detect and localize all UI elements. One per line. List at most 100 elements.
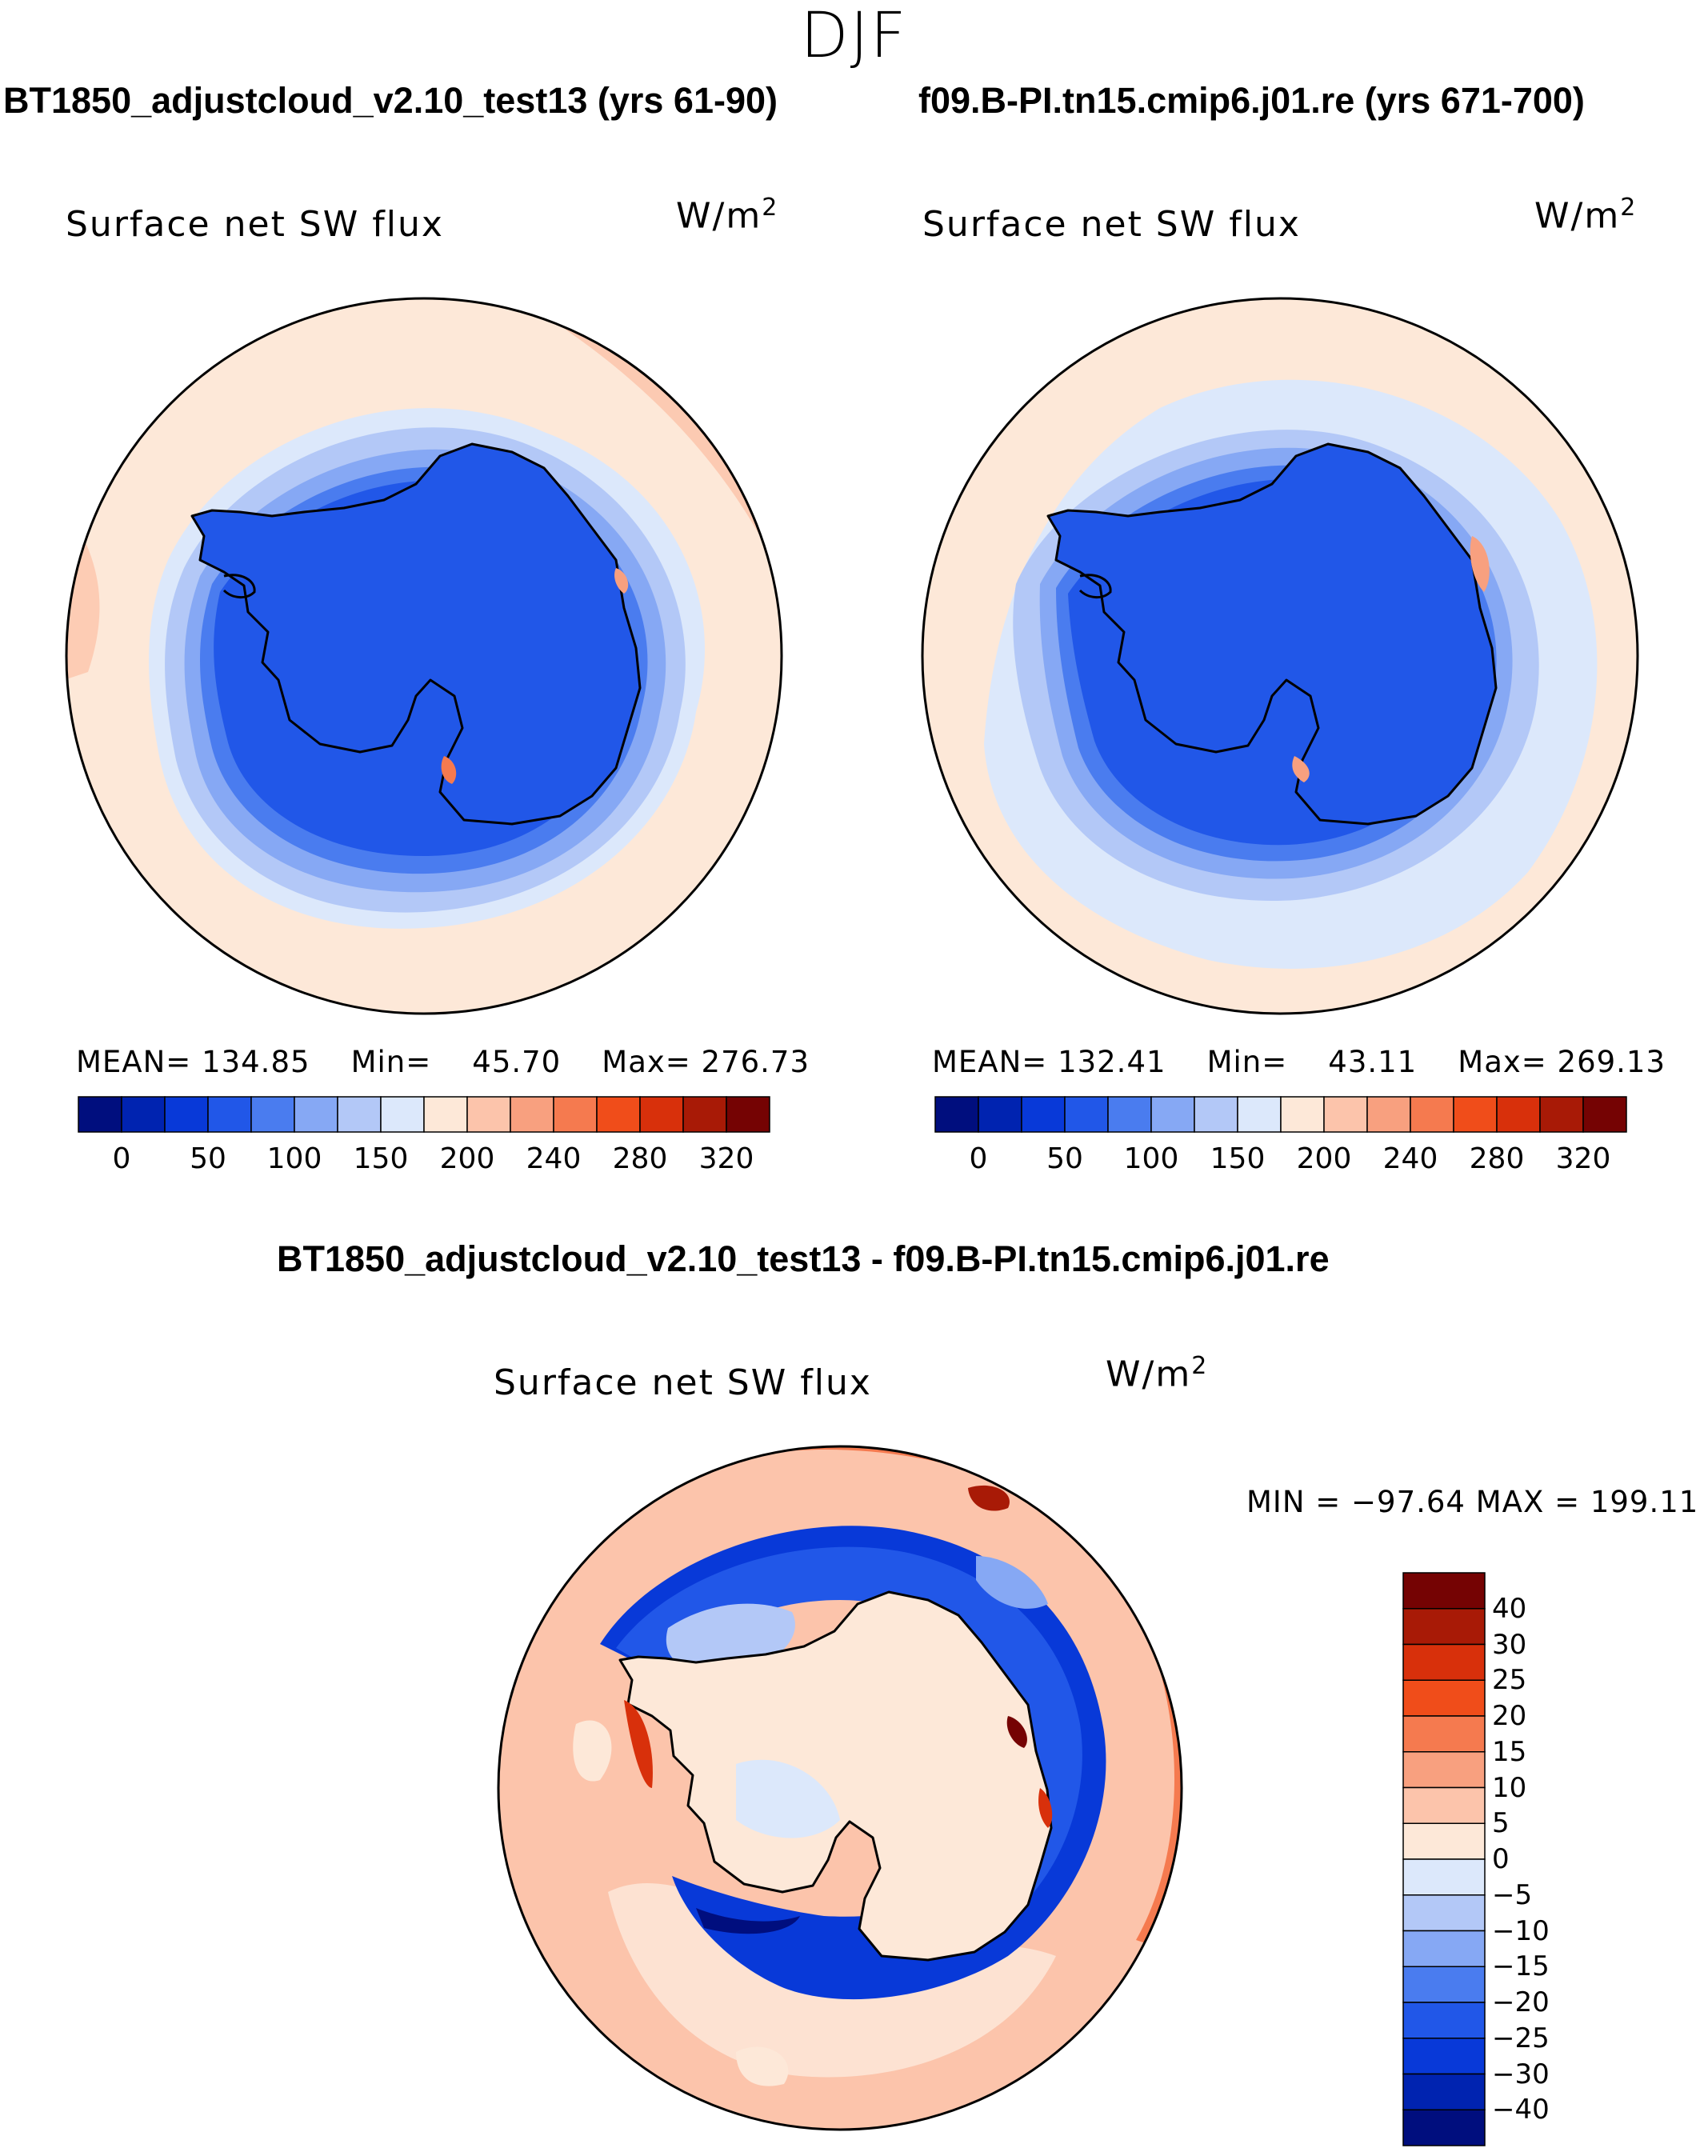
- colorbar-swatch: [423, 1096, 468, 1133]
- colorbar-tick-label: 0: [1492, 1843, 1510, 1875]
- colorbar-swatch: [1237, 1096, 1282, 1133]
- coastal-red-streak-east: [1038, 1788, 1053, 1828]
- colorbar-swatch: [553, 1096, 598, 1133]
- colorbar-swatch: [726, 1096, 770, 1133]
- diff-colorbar-ticks: 40 30 25 20 15 10 5 0 −5 −10 −15 −20 −25 −30 −40: [1492, 1572, 1652, 2146]
- interior-negative-patch: [736, 1759, 840, 1838]
- coastal-dark-spot: [1006, 1716, 1027, 1748]
- colorbar-swatch: [596, 1096, 641, 1133]
- light-blue-patch-2: [976, 1556, 1048, 1609]
- panel2-variable-label: Surface net SW flux: [922, 204, 1301, 245]
- colorbar-swatch: [1107, 1096, 1152, 1133]
- colorbar-swatch: [1402, 1751, 1486, 1789]
- colorbar-tick-label: −25: [1492, 2022, 1550, 2054]
- colorbar-swatch: [1402, 1643, 1486, 1681]
- colorbar-swatch: [1402, 2038, 1486, 2075]
- colorbar-tick-label: 150: [1210, 1142, 1266, 1175]
- colorbar-tick-label: 20: [1492, 1700, 1527, 1732]
- coast-hot-spot: [614, 568, 629, 594]
- colorbar-swatch: [1402, 1572, 1486, 1610]
- colorbar-tick-label: 0: [112, 1142, 131, 1175]
- colorbar-tick-label: −5: [1492, 1878, 1533, 1911]
- colorbar-swatch: [380, 1096, 425, 1133]
- coastal-red-streak-west: [624, 1700, 653, 1788]
- colorbar-swatch: [1453, 1096, 1498, 1133]
- colorbar-swatch: [1402, 1786, 1486, 1824]
- colorbar-swatch: [934, 1096, 979, 1133]
- ice-shelf-outline: [1078, 574, 1112, 598]
- colorbar-tick-label: 280: [1469, 1142, 1525, 1175]
- colorbar-tick-label: 50: [1046, 1142, 1083, 1175]
- colorbar-swatch: [510, 1096, 554, 1133]
- colorbar-tick-label: 25: [1492, 1664, 1527, 1697]
- diff-variable-label: Surface net SW flux: [494, 1362, 872, 1403]
- peninsula-hot-spot: [1292, 756, 1310, 782]
- colorbar-swatch: [1402, 1715, 1486, 1753]
- antarctica-coastline: [190, 442, 642, 826]
- antarctica-coastline: [618, 1590, 1053, 1962]
- colorbar-swatch: [78, 1096, 122, 1133]
- colorbar-swatch: [978, 1096, 1022, 1133]
- colorbar-swatch: [294, 1096, 338, 1133]
- antarctica-coastline: [1046, 442, 1498, 826]
- coastal-blue-edge: [696, 1908, 800, 1934]
- diff-units: W/m2: [1106, 1352, 1209, 1395]
- colorbar-swatch: [466, 1096, 511, 1133]
- colorbar-swatch: [1150, 1096, 1195, 1133]
- colorbar-swatch: [1194, 1096, 1238, 1133]
- panel1-variable-label: Surface net SW flux: [66, 204, 444, 245]
- colorbar-tick-label: 200: [439, 1142, 495, 1175]
- diff-colorbar: [1402, 1572, 1486, 2146]
- case2-title: f09.B-PI.tn15.cmip6.j01.re (yrs 671-700): [918, 80, 1585, 121]
- case1-title: BT1850_adjustcloud_v2.10_test13 (yrs 61-…: [3, 80, 778, 121]
- colorbar-swatch: [1064, 1096, 1109, 1133]
- colorbar-tick-label: 0: [969, 1142, 988, 1175]
- colorbar-swatch: [639, 1096, 684, 1133]
- colorbar-swatch: [207, 1096, 252, 1133]
- colorbar-swatch: [1021, 1096, 1066, 1133]
- colorbar-tick-label: 200: [1296, 1142, 1352, 1175]
- panel1-stats: MEAN= 134.85 Min= 45.70 Max= 276.73: [76, 1045, 810, 1079]
- peninsula-hot-spot: [441, 756, 457, 784]
- colorbar-swatch: [1323, 1096, 1368, 1133]
- diff-min-max: MIN = −97.64 MAX = 199.11: [1246, 1485, 1699, 1519]
- colorbar-tick-label: 5: [1492, 1807, 1510, 1840]
- colorbar-tick-label: 40: [1492, 1592, 1527, 1625]
- colorbar-tick-label: −20: [1492, 1986, 1550, 2018]
- colorbar-swatch: [1402, 2002, 1486, 2039]
- colorbar-swatch: [682, 1096, 727, 1133]
- colorbar-tick-label: 50: [190, 1142, 226, 1175]
- colorbar-tick-label: 280: [612, 1142, 668, 1175]
- colorbar-tick-label: 100: [1123, 1142, 1179, 1175]
- panel2-map: [921, 297, 1639, 1015]
- colorbar-tick-label: 320: [698, 1142, 754, 1175]
- colorbar-tick-label: 100: [266, 1142, 322, 1175]
- colorbar-swatch: [1402, 1822, 1486, 1860]
- colorbar-swatch: [1280, 1096, 1325, 1133]
- colorbar-tick-label: 320: [1555, 1142, 1611, 1175]
- colorbar-swatch: [1496, 1096, 1541, 1133]
- colorbar-swatch: [337, 1096, 382, 1133]
- colorbar-swatch: [1539, 1096, 1584, 1133]
- colorbar-tick-label: −30: [1492, 2058, 1550, 2090]
- colorbar-swatch: [1402, 1894, 1486, 1932]
- colorbar-tick-label: 15: [1492, 1735, 1527, 1768]
- colorbar-swatch: [1402, 1966, 1486, 2003]
- panel1-colorbar: [78, 1096, 770, 1133]
- dark-red-spot: [968, 1485, 1010, 1511]
- colorbar-tick-label: −10: [1492, 1914, 1550, 1947]
- ice-shelf-outline: [222, 574, 256, 598]
- colorbar-swatch: [1402, 1679, 1486, 1717]
- diff-map: [497, 1445, 1183, 2131]
- colorbar-tick-label: 150: [353, 1142, 409, 1175]
- panel2-stats: MEAN= 132.41 Min= 43.11 Max= 269.13: [932, 1045, 1666, 1079]
- season-title: DJF: [800, 0, 908, 72]
- colorbar-swatch: [1366, 1096, 1411, 1133]
- diff-title: BT1850_adjustcloud_v2.10_test13 - f09.B-…: [277, 1238, 1330, 1279]
- colorbar-swatch: [250, 1096, 295, 1133]
- colorbar-swatch: [164, 1096, 209, 1133]
- colorbar-tick-label: −40: [1492, 2094, 1550, 2126]
- panel1-colorbar-ticks: 0 50 100 150 200 240 280 320: [78, 1142, 798, 1182]
- colorbar-swatch: [1402, 2109, 1486, 2146]
- colorbar-swatch: [1402, 1858, 1486, 1896]
